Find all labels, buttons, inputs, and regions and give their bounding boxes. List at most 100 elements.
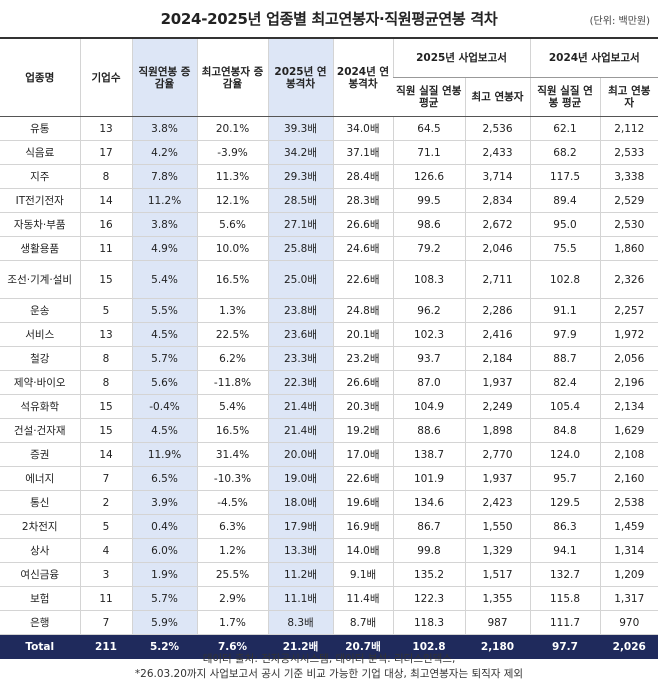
cell: 통신: [0, 490, 80, 515]
cell: 15: [79, 418, 132, 443]
cell: 식음료: [0, 140, 80, 165]
cell: 82.4: [529, 370, 600, 395]
cell: 25.5%: [196, 562, 268, 587]
cell: 3.8%: [131, 116, 197, 141]
row: 건설·건자재 15 4.5% 16.5% 21.4배 19.2배 88.6 1,898 84.8…: [0, 418, 658, 443]
cell: 98.6: [392, 212, 465, 237]
cell: 16.5%: [196, 418, 268, 443]
row: 2차전지 5 0.4% 6.3% 17.9배 16.9배 86.7 1,550 86.3 1,45…: [0, 514, 658, 539]
cell: 자동차·부품: [0, 212, 80, 237]
cell: 1,629: [599, 418, 658, 443]
cell: 1,972: [599, 322, 658, 347]
cell: 97.9: [529, 322, 600, 347]
cell: 8: [79, 164, 132, 189]
cell: 135.2: [392, 562, 465, 587]
cell: 은행: [0, 610, 80, 635]
cell: 제약·바이오: [0, 370, 80, 395]
cell: 2,533: [599, 140, 658, 165]
cell: 1.9%: [131, 562, 197, 587]
cell: 118.3: [392, 610, 465, 635]
cell: 11.9%: [131, 442, 197, 467]
subcolumn-header: 최고 연봉자: [464, 77, 530, 117]
cell: 95.0: [529, 212, 600, 237]
cell: 23.2배: [332, 346, 393, 371]
cell: 4.5%: [131, 322, 197, 347]
cell: 132.7: [529, 562, 600, 587]
cell: 124.0: [529, 442, 600, 467]
cell: 102.8: [529, 260, 600, 299]
cell: IT전기전자: [0, 188, 80, 213]
cell: 2,160: [599, 466, 658, 491]
cell: 111.7: [529, 610, 600, 635]
cell: 17: [79, 140, 132, 165]
row: 조선·기계·설비 15 5.4% 16.5% 25.0배 22.6배 108.3 2,711 1…: [0, 260, 658, 299]
cell: 23.8배: [267, 298, 333, 323]
cell: 13.3배: [267, 538, 333, 563]
cell: 2,046: [464, 236, 530, 261]
cell: 95.7: [529, 466, 600, 491]
cell: 16.9배: [332, 514, 393, 539]
cell: 88.7: [529, 346, 600, 371]
cell: 87.0: [392, 370, 465, 395]
cell: 8.3배: [267, 610, 333, 635]
cell: 28.5배: [267, 188, 333, 213]
cell: 2,530: [599, 212, 658, 237]
row: 상사 4 6.0% 1.2% 13.3배 14.0배 99.8 1,329 94.1 1,314: [0, 538, 658, 563]
cell: 25.0배: [267, 260, 333, 299]
cell: 15: [79, 260, 132, 299]
cell: 1,898: [464, 418, 530, 443]
cell: 5.2%: [131, 634, 197, 659]
cell: 2,834: [464, 188, 530, 213]
cell: 34.0배: [332, 116, 393, 141]
cell: 101.9: [392, 466, 465, 491]
cell: 96.2: [392, 298, 465, 323]
cell: 건설·건자재: [0, 418, 80, 443]
cell: 21.4배: [267, 394, 333, 419]
row: 식음료 17 4.2% -3.9% 34.2배 37.1배 71.1 2,433 68.2 2,5…: [0, 140, 658, 165]
cell: 21.4배: [267, 418, 333, 443]
cell: 16.5%: [196, 260, 268, 299]
cell: 28.3배: [332, 188, 393, 213]
cell: 22.6배: [332, 466, 393, 491]
cell: 134.6: [392, 490, 465, 515]
cell: 2: [79, 490, 132, 515]
row: 철강 8 5.7% 6.2% 23.3배 23.2배 93.7 2,184 88.7 2,056: [0, 346, 658, 371]
cell: 3.8%: [131, 212, 197, 237]
cell: 22.6배: [332, 260, 393, 299]
cell: 보험: [0, 586, 80, 611]
cell: 5: [79, 298, 132, 323]
cell: 1,317: [599, 586, 658, 611]
cell: 75.5: [529, 236, 600, 261]
cell: 지주: [0, 164, 80, 189]
column-header: 직원연봉 증감율: [131, 37, 197, 117]
row: 자동차·부품 16 3.8% 5.6% 27.1배 26.6배 98.6 2,672 95.0 2…: [0, 212, 658, 237]
cell: 970: [599, 610, 658, 635]
cell: Total: [0, 634, 80, 659]
cell: 2,180: [464, 634, 530, 659]
cell: 6.3%: [196, 514, 268, 539]
cell: 7: [79, 610, 132, 635]
table: 업종명 기업수 직원연봉 증감율 최고연봉자 증감율 2025년 연봉격차 20…: [0, 37, 658, 659]
cell: 14: [79, 188, 132, 213]
cell: 2,672: [464, 212, 530, 237]
cell: 3,338: [599, 164, 658, 189]
row: 보험 11 5.7% 2.9% 11.1배 11.4배 122.3 1,355 115.8 1,3…: [0, 586, 658, 611]
cell: 6.2%: [196, 346, 268, 371]
total-row: Total 211 5.2% 7.6% 21.2배 20.7배 102.8 2,180 97.7…: [0, 634, 658, 659]
cell: 102.8: [392, 634, 465, 659]
cell: 99.5: [392, 188, 465, 213]
cell: 23.3배: [267, 346, 333, 371]
cell: 11.3%: [196, 164, 268, 189]
cell: 129.5: [529, 490, 600, 515]
cell: 2,536: [464, 116, 530, 141]
cell: 15: [79, 394, 132, 419]
cell: 2,257: [599, 298, 658, 323]
cell: 108.3: [392, 260, 465, 299]
footer: 데이터 출처: 전자공시시스템, 데이터 분석: 리더스인덱스, *26.03.…: [0, 652, 658, 682]
cell: 1,314: [599, 538, 658, 563]
cell: 91.1: [529, 298, 600, 323]
cell: 1,937: [464, 370, 530, 395]
cell: 126.6: [392, 164, 465, 189]
column-header: 업종명: [0, 37, 80, 117]
cell: 22.5%: [196, 322, 268, 347]
